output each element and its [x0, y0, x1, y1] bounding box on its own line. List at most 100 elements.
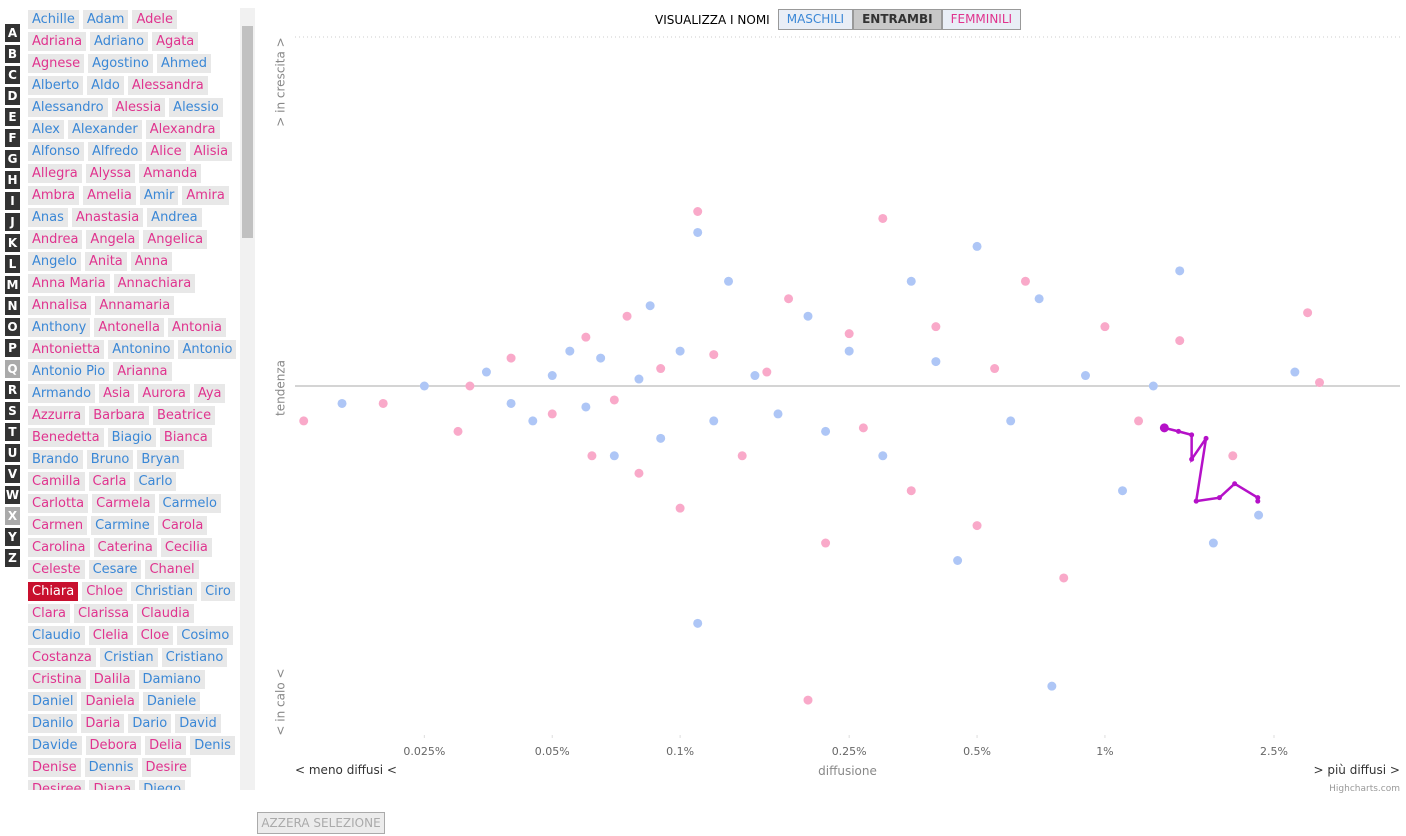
name-tag[interactable]: Davide — [28, 735, 82, 755]
letter-button[interactable]: H — [5, 171, 20, 189]
letter-button[interactable]: U — [5, 444, 20, 462]
name-tag[interactable]: Camilla — [28, 471, 85, 491]
name-tag[interactable]: Annalisa — [28, 295, 92, 315]
name-tag[interactable]: Amelia — [83, 185, 136, 205]
name-tag[interactable]: Adele — [132, 9, 177, 29]
name-tag[interactable]: Armando — [28, 383, 96, 403]
name-tag[interactable]: Claudio — [28, 625, 85, 645]
name-tag[interactable]: Clara — [28, 603, 70, 623]
name-tag[interactable]: Anthony — [28, 317, 91, 337]
name-tag[interactable]: Debora — [85, 735, 142, 755]
letter-button[interactable]: Z — [5, 549, 20, 567]
name-tag[interactable]: Agostino — [88, 53, 153, 73]
letter-button[interactable]: X — [5, 507, 20, 525]
name-tag[interactable]: Alexandra — [145, 119, 220, 139]
name-tag[interactable]: Clelia — [88, 625, 133, 645]
name-tag[interactable]: Antonia — [167, 317, 226, 337]
name-tag[interactable]: Barbara — [89, 405, 149, 425]
name-tag[interactable]: Anas — [28, 207, 68, 227]
letter-button[interactable]: V — [5, 465, 20, 483]
name-tag[interactable]: Alfredo — [88, 141, 143, 161]
letter-button[interactable]: Y — [5, 528, 20, 546]
name-tag[interactable]: Andrea — [28, 229, 83, 249]
name-tag[interactable]: Bianca — [159, 427, 212, 447]
name-tag[interactable]: Alisia — [189, 141, 233, 161]
name-tag[interactable]: Andrea — [147, 207, 202, 227]
name-tag[interactable]: Claudia — [137, 603, 194, 623]
name-tag[interactable]: Dario — [128, 713, 172, 733]
name-tag[interactable]: Amira — [182, 185, 229, 205]
name-tag[interactable]: Dennis — [84, 757, 138, 777]
reset-button[interactable]: AZZERA SELEZIONE — [257, 812, 385, 834]
name-tag[interactable]: Daria — [81, 713, 125, 733]
letter-button[interactable]: P — [5, 339, 20, 357]
letter-button[interactable]: G — [5, 150, 20, 168]
name-tag[interactable]: Annachiara — [113, 273, 196, 293]
letter-button[interactable]: K — [5, 234, 20, 252]
name-tag[interactable]: Alyssa — [85, 163, 136, 183]
letter-button[interactable]: B — [5, 45, 20, 63]
name-tag[interactable]: Antonio Pio — [28, 361, 110, 381]
letter-button[interactable]: L — [5, 255, 20, 273]
name-tag[interactable]: Brando — [28, 449, 83, 469]
name-tag[interactable]: Alexander — [67, 119, 142, 139]
letter-button[interactable]: F — [5, 129, 20, 147]
name-tag[interactable]: Angela — [86, 229, 140, 249]
name-tag[interactable]: Cloe — [136, 625, 174, 645]
name-tag[interactable]: Cristiano — [161, 647, 228, 667]
name-tag[interactable]: Chiara — [28, 581, 79, 601]
letter-button[interactable]: C — [5, 66, 20, 84]
name-tag[interactable]: Alberto — [28, 75, 84, 95]
name-tag[interactable]: Asia — [99, 383, 135, 403]
filter-button[interactable]: MASCHILI — [777, 9, 854, 30]
filter-button[interactable]: ENTRAMBI — [853, 9, 942, 30]
name-tag[interactable]: Benedetta — [28, 427, 104, 447]
name-tag[interactable]: Biagio — [107, 427, 156, 447]
name-tag[interactable]: Alice — [146, 141, 186, 161]
name-tag[interactable]: Amir — [139, 185, 179, 205]
name-tag[interactable]: Adriana — [28, 31, 87, 51]
name-tag[interactable]: Cesare — [88, 559, 142, 579]
name-tag[interactable]: Aldo — [87, 75, 124, 95]
letter-button[interactable]: N — [5, 297, 20, 315]
letter-button[interactable]: S — [5, 402, 20, 420]
name-tag[interactable]: Ahmed — [156, 53, 211, 73]
name-tag[interactable]: Diana — [89, 779, 136, 790]
name-tag[interactable]: Ambra — [28, 185, 80, 205]
name-tag[interactable]: Carmelo — [158, 493, 221, 513]
name-tag[interactable]: Dalila — [89, 669, 135, 689]
name-tag[interactable]: Carla — [88, 471, 131, 491]
name-tag[interactable]: Damiano — [138, 669, 205, 689]
name-tag[interactable]: Arianna — [113, 361, 172, 381]
name-tag[interactable]: Carmine — [91, 515, 154, 535]
name-tag[interactable]: Denis — [190, 735, 235, 755]
name-tag[interactable]: Daniel — [28, 691, 78, 711]
name-tag[interactable]: Antonietta — [28, 339, 105, 359]
name-tag[interactable]: Cristian — [99, 647, 158, 667]
letter-button[interactable]: J — [5, 213, 20, 231]
name-tag[interactable]: Antonino — [108, 339, 175, 359]
letter-button[interactable]: I — [5, 192, 20, 210]
name-tag[interactable]: Chanel — [145, 559, 199, 579]
name-tag[interactable]: Daniela — [81, 691, 139, 711]
name-tag[interactable]: Agnese — [28, 53, 85, 73]
name-tag[interactable]: Carmela — [92, 493, 155, 513]
name-tag[interactable]: Aya — [193, 383, 226, 403]
name-tag[interactable]: Christian — [131, 581, 198, 601]
name-tag[interactable]: Desiree — [28, 779, 86, 790]
name-tag[interactable]: Danilo — [28, 713, 78, 733]
name-tag[interactable]: Alessia — [111, 97, 166, 117]
name-tag[interactable]: Diego — [139, 779, 186, 790]
letter-button[interactable]: R — [5, 381, 20, 399]
letter-button[interactable]: T — [5, 423, 20, 441]
filter-button[interactable]: FEMMINILI — [941, 9, 1022, 30]
name-tag[interactable]: Carola — [157, 515, 208, 535]
name-tag[interactable]: Bruno — [86, 449, 134, 469]
name-tag[interactable]: Alfonso — [28, 141, 85, 161]
name-tag[interactable]: Carlotta — [28, 493, 89, 513]
letter-button[interactable]: M — [5, 276, 20, 294]
name-tag[interactable]: Agata — [152, 31, 199, 51]
name-tag[interactable]: Angelo — [28, 251, 81, 271]
letter-button[interactable]: O — [5, 318, 20, 336]
name-tag[interactable]: David — [175, 713, 221, 733]
